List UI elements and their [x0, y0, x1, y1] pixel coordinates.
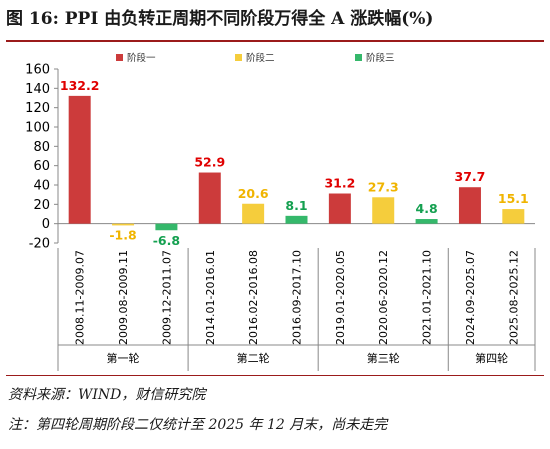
y-tick-label: 100	[25, 121, 50, 136]
bar	[112, 223, 135, 226]
period-label: 2014.01-2016.01	[204, 250, 217, 345]
period-label: 2020.06-2020.12	[377, 250, 390, 345]
bar	[458, 187, 481, 224]
period-label: 2025.08-2025.12	[507, 250, 520, 345]
period-label: 2009.12-2011.07	[160, 250, 173, 345]
legend-swatch	[235, 54, 242, 61]
period-label: 2019.01-2020.05	[334, 250, 347, 345]
group-label: 第四轮	[475, 351, 508, 365]
y-tick-label: 60	[33, 159, 50, 174]
legend-swatch	[355, 54, 362, 61]
data-label: 37.7	[455, 169, 486, 184]
footer-rule	[6, 375, 544, 376]
y-tick-label: 160	[25, 63, 50, 78]
period-label: 2024.09-2025.07	[464, 250, 477, 345]
legend-label: 阶段三	[366, 52, 395, 64]
bar	[502, 209, 525, 224]
period-label: 2009.08-2009.11	[117, 250, 130, 345]
bar	[242, 203, 265, 224]
legend-label: 阶段一	[127, 52, 156, 64]
bar	[198, 172, 221, 224]
data-label: 4.8	[416, 201, 438, 216]
legend-label: 阶段二	[246, 52, 275, 64]
y-tick-label: 40	[33, 179, 50, 194]
title-rule	[6, 40, 544, 42]
bar	[155, 223, 178, 231]
chart-title: 图 16: PPI 由负转正周期不同阶段万得全 A 涨跌幅(%)	[6, 9, 434, 29]
data-label: -1.8	[109, 228, 136, 243]
bar	[68, 95, 91, 224]
data-label: 20.6	[238, 186, 269, 201]
footnote: 注：第四轮周期阶段二仅统计至 2025 年 12 月末，尚未走完	[8, 417, 388, 433]
data-label: 31.2	[324, 176, 355, 191]
y-tick-label: 120	[25, 101, 50, 116]
data-label: -6.8	[153, 233, 180, 248]
y-tick-label: 140	[25, 82, 50, 97]
bar	[285, 215, 308, 224]
data-label: 15.1	[498, 191, 529, 206]
y-tick-label: 0	[42, 217, 50, 232]
bar	[328, 193, 351, 224]
bar-chart: -20 0 20 40 60 80 100 120 140 160 阶段一 阶段二 阶段三 132.2 20…	[25, 52, 536, 371]
period-label: 2016.09-2017.10	[291, 250, 304, 345]
data-label: 8.1	[285, 198, 307, 213]
source-note: 资料来源：WIND，财信研究院	[8, 387, 206, 403]
legend-swatch	[116, 54, 123, 61]
group-label: 第一轮	[107, 351, 140, 365]
period-label: 2016.02-2016.08	[247, 250, 260, 345]
y-tick-label: -20	[29, 237, 50, 252]
bar	[372, 197, 395, 224]
data-label: 52.9	[194, 155, 225, 170]
data-label: 27.3	[368, 179, 399, 194]
y-tick-label: 20	[33, 198, 50, 213]
group-label: 第三轮	[367, 351, 400, 365]
data-label: 132.2	[60, 78, 100, 93]
period-label: 2008.11-2009.07	[74, 250, 87, 345]
group-label: 第二轮	[237, 351, 270, 365]
y-tick-label: 80	[33, 140, 50, 155]
period-label: 2021.01-2021.10	[421, 250, 434, 345]
bar	[415, 219, 438, 224]
